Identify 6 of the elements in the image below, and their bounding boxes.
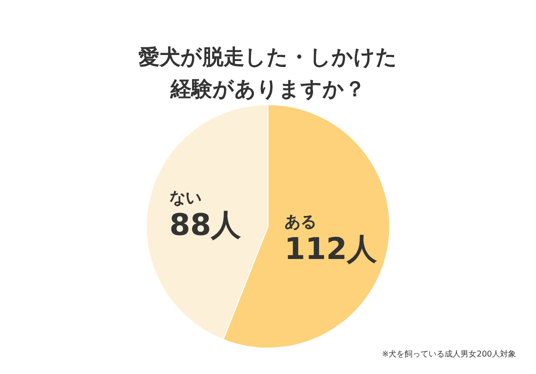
chart-title: 愛犬が脱走した・しかけた経験がありますか？ bbox=[138, 45, 398, 101]
slice-label: ある bbox=[284, 212, 316, 231]
slice-label: ない bbox=[169, 188, 202, 207]
text: ※犬を飼っている成人男女200人対象 bbox=[382, 350, 516, 358]
data-label: 88人 bbox=[169, 208, 242, 243]
data-label: 112人 bbox=[284, 232, 378, 267]
